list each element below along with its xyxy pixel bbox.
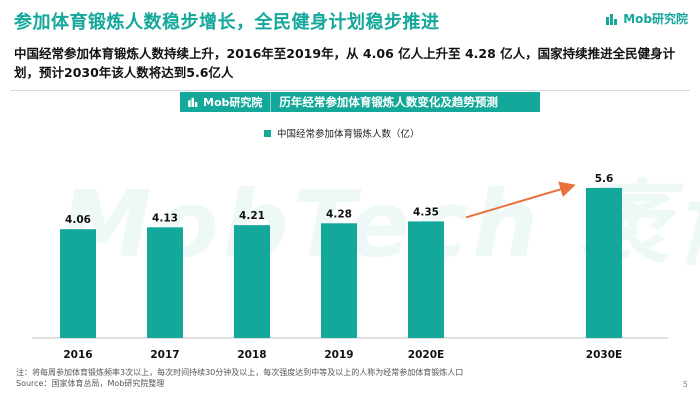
bar-2020E (408, 221, 444, 338)
x-tick-2017: 2017 (150, 349, 179, 361)
page-title: 参加体育锻炼人数稳步增长，全民健身计划稳步推进 (14, 12, 440, 33)
legend-label: 中国经常参加体育锻炼人数（亿） (277, 129, 420, 140)
x-tick-2019: 2019 (324, 349, 353, 361)
footnote: 注：将每周参加体育锻炼频率3次以上，每次时间持续30分钟及以上，每次强度达到中等… (16, 367, 463, 389)
brand-logo: Mob研究院 (606, 10, 688, 27)
data-label-2017: 4.13 (152, 212, 178, 224)
footnote-text: 注：将每周参加体育锻炼频率3次以上，每次时间持续30分钟及以上，每次强度达到中等… (16, 368, 464, 377)
chart-banner: Mob研究院 历年经常参加体育锻炼人数变化及趋势预测 (180, 92, 540, 112)
source-text: Source：国家体育总局，Mob研究院整理 (16, 379, 165, 388)
logo-text: Mob研究院 (623, 12, 688, 26)
data-label-2018: 4.21 (239, 210, 265, 222)
data-label-2030E: 5.6 (595, 173, 614, 185)
chart-legend: 中国经常参加体育锻炼人数（亿） (264, 126, 420, 140)
chart-title: 历年经常参加体育锻炼人数变化及趋势预测 (279, 95, 498, 109)
banner-logo-text: Mob研究院 (203, 96, 263, 109)
logo-icon (606, 13, 618, 25)
bar-2019 (321, 223, 357, 338)
bar-2017 (147, 227, 183, 338)
data-label-2016: 4.06 (65, 214, 91, 226)
bar-2016 (60, 229, 96, 338)
x-tick-2018: 2018 (237, 349, 266, 361)
bar-2030E (586, 187, 622, 338)
page-number: 5 (682, 380, 688, 389)
divider (10, 90, 690, 91)
data-label-2020E: 4.35 (413, 206, 439, 218)
legend-swatch (264, 129, 271, 137)
x-tick-2030E: 2030E (586, 349, 622, 361)
trend-arrow (465, 181, 576, 219)
summary-text: 中国经常参加体育锻炼人数持续上升，2016年至2019年，从 4.06 亿人上升… (14, 46, 676, 80)
x-tick-2020E: 2020E (408, 349, 444, 361)
banner-logo-icon (188, 97, 198, 107)
data-label-2019: 4.28 (326, 208, 352, 220)
banner-logo: Mob研究院 (180, 92, 272, 112)
x-tick-2016: 2016 (63, 349, 92, 361)
bar-2018 (234, 225, 270, 338)
